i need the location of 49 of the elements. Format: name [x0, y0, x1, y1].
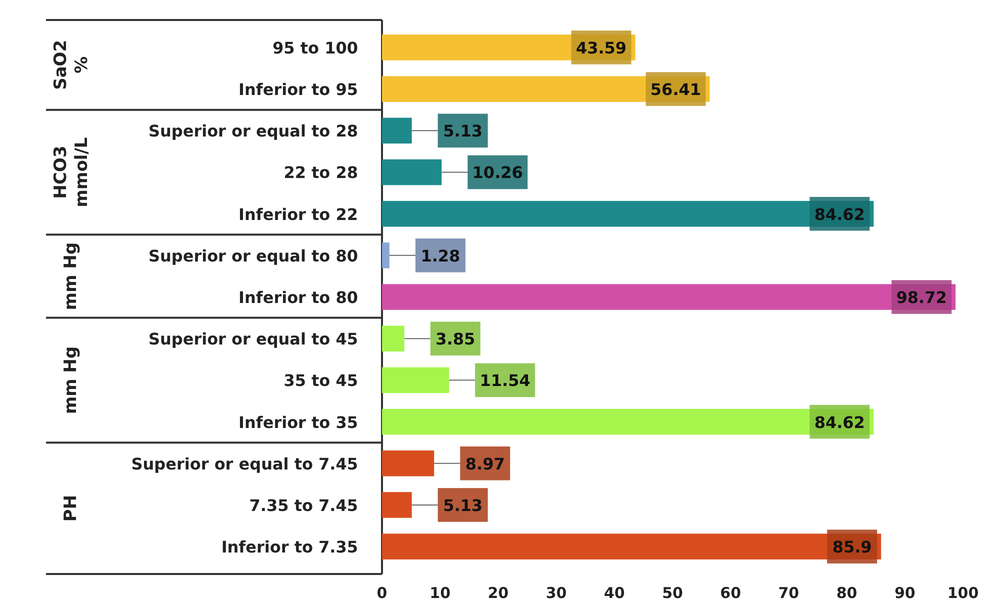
data-label: 5.13	[443, 496, 483, 515]
x-tick-label: 60	[720, 584, 742, 602]
x-tick-label: 10	[430, 584, 451, 602]
data-label: 11.54	[480, 371, 530, 390]
bar	[382, 492, 412, 518]
x-tick-label: 90	[894, 584, 916, 602]
y-tick-label: 35 to 45	[284, 371, 358, 390]
y-tick-label: Superior or equal to 80	[148, 246, 358, 266]
data-label: 3.85	[436, 330, 476, 349]
data-label: 85.9	[832, 538, 872, 557]
bar	[382, 326, 404, 352]
data-label: 98.72	[896, 288, 947, 307]
y-tick-label: Inferior to 80	[238, 288, 358, 307]
bar	[382, 367, 450, 394]
data-label: 8.97	[465, 454, 505, 474]
x-tick-label: 50	[662, 584, 683, 602]
y-tick-label: 22 to 28	[284, 163, 358, 182]
data-label: 84.62	[814, 204, 865, 224]
y-tick-label: Inferior to 22	[238, 204, 358, 224]
text: mm Hg	[61, 346, 81, 414]
x-tick-label: 70	[778, 584, 800, 602]
x-tick-label: 40	[604, 584, 625, 602]
x-tick-label: 20	[488, 584, 509, 602]
y-tick-label: Superior or equal to 28	[148, 122, 358, 141]
x-tick-label: 30	[546, 584, 567, 602]
y-tick-label: Inferior to 95	[238, 80, 358, 100]
text: SaO2 %	[51, 40, 92, 90]
y-tick-label: 7.35 to 7.45	[249, 496, 358, 515]
data-label: 5.13	[443, 122, 483, 141]
text: mm Hg	[61, 242, 81, 310]
data-label: 84.62	[814, 412, 865, 432]
data-label: 1.28	[420, 246, 460, 266]
data-label: 56.41	[650, 80, 702, 100]
x-tick-label: 0	[376, 584, 388, 602]
y-tick-label: Inferior to 35	[238, 412, 358, 432]
bar	[382, 159, 442, 186]
y-tick-label: Inferior to 7.35	[221, 538, 358, 557]
data-label: 10.26	[472, 163, 523, 182]
y-tick-label: Superior or equal to 7.45	[131, 454, 358, 474]
y-tick-label: 95 to 100	[272, 38, 358, 58]
y-tick-label: Superior or equal to 45	[148, 330, 358, 349]
text: HCO3 mmol/L	[51, 137, 92, 208]
bar	[382, 450, 434, 476]
text: PH	[61, 494, 81, 522]
bar	[382, 242, 390, 268]
bar	[382, 118, 412, 144]
x-tick-label: 100	[947, 584, 979, 602]
x-tick-label: 80	[836, 584, 858, 602]
data-label: 43.59	[576, 38, 627, 58]
